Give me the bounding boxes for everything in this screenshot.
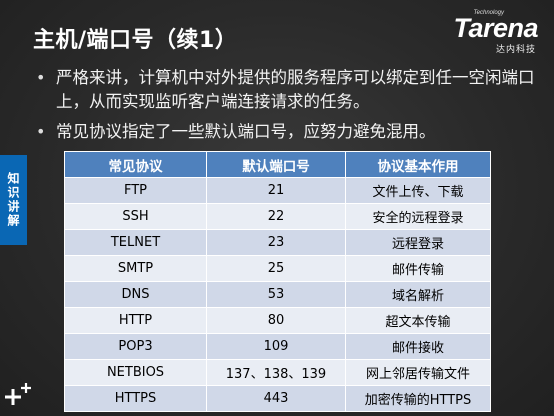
side-tab: 知识讲解 bbox=[0, 155, 27, 245]
cell-purpose: 文件上传、下载 bbox=[345, 177, 491, 204]
bullet-dot-icon: • bbox=[36, 68, 46, 87]
bullet-item: • 严格来讲，计算机中对外提供的服务程序可以绑定到任一空闲端口上，从而实现监听客… bbox=[36, 66, 536, 114]
brand-name: Tarena bbox=[453, 13, 538, 43]
cell-protocol: TELNET bbox=[64, 229, 207, 256]
cell-purpose: 邮件接收 bbox=[345, 333, 491, 360]
table-row: HTTP 80 超文本传输 bbox=[64, 307, 491, 334]
cell-protocol: NETBIOS bbox=[64, 359, 207, 386]
table-header-row: 常见协议 默认端口号 协议基本作用 bbox=[64, 151, 491, 178]
slide-title: 主机/端口号（续1） bbox=[33, 28, 238, 53]
table-row: DNS 53 域名解析 bbox=[64, 281, 491, 308]
header-protocol: 常见协议 bbox=[64, 151, 207, 178]
cell-port: 22 bbox=[206, 203, 346, 230]
plus-icon bbox=[5, 383, 31, 405]
table-row: HTTPS 443 加密传输的HTTPS bbox=[64, 385, 491, 412]
cell-port: 137、138、139 bbox=[206, 359, 346, 386]
table-row: TELNET 23 远程登录 bbox=[64, 229, 491, 256]
cell-purpose: 加密传输的HTTPS bbox=[345, 385, 491, 412]
table-row: POP3 109 邮件接收 bbox=[64, 333, 491, 360]
brand-logo: Technology Tarena 达内科技 bbox=[442, 10, 538, 55]
cell-protocol: HTTPS bbox=[64, 385, 207, 412]
cell-purpose: 安全的远程登录 bbox=[345, 203, 491, 230]
cell-purpose: 远程登录 bbox=[345, 229, 491, 256]
bullet-dot-icon: • bbox=[36, 122, 46, 141]
brand-technology: Technology bbox=[473, 10, 504, 16]
table-row: FTP 21 文件上传、下载 bbox=[64, 177, 491, 204]
cell-protocol: SMTP bbox=[64, 255, 207, 282]
cell-port: 443 bbox=[206, 385, 346, 412]
cell-port: 80 bbox=[206, 307, 346, 334]
table-row: SMTP 25 邮件传输 bbox=[64, 255, 491, 282]
cell-protocol: HTTP bbox=[64, 307, 207, 334]
cell-port: 23 bbox=[206, 229, 346, 256]
cell-protocol: POP3 bbox=[64, 333, 207, 360]
cell-protocol: SSH bbox=[64, 203, 207, 230]
cell-port: 25 bbox=[206, 255, 346, 282]
cell-port: 109 bbox=[206, 333, 346, 360]
cell-port: 53 bbox=[206, 281, 346, 308]
cell-protocol: FTP bbox=[64, 177, 207, 204]
port-table: 常见协议 默认端口号 协议基本作用 FTP 21 文件上传、下载 SSH 22 … bbox=[64, 151, 491, 412]
bullet-list: • 严格来讲，计算机中对外提供的服务程序可以绑定到任一空闲端口上，从而实现监听客… bbox=[36, 66, 536, 150]
bullet-text: 常见协议指定了一些默认端口号，应努力避免混用。 bbox=[56, 122, 436, 141]
cell-protocol: DNS bbox=[64, 281, 207, 308]
cell-purpose: 超文本传输 bbox=[345, 307, 491, 334]
brand-chinese: 达内科技 bbox=[495, 45, 536, 55]
table-row: SSH 22 安全的远程登录 bbox=[64, 203, 491, 230]
cell-port: 21 bbox=[206, 177, 346, 204]
header-purpose: 协议基本作用 bbox=[345, 151, 491, 178]
table-row: NETBIOS 137、138、139 网上邻居传输文件 bbox=[64, 359, 491, 386]
cell-purpose: 网上邻居传输文件 bbox=[345, 359, 491, 386]
header-port: 默认端口号 bbox=[206, 151, 346, 178]
bullet-text: 严格来讲，计算机中对外提供的服务程序可以绑定到任一空闲端口上，从而实现监听客户端… bbox=[56, 68, 535, 111]
cell-purpose: 域名解析 bbox=[345, 281, 491, 308]
bullet-item: • 常见协议指定了一些默认端口号，应努力避免混用。 bbox=[36, 120, 536, 144]
cell-purpose: 邮件传输 bbox=[345, 255, 491, 282]
